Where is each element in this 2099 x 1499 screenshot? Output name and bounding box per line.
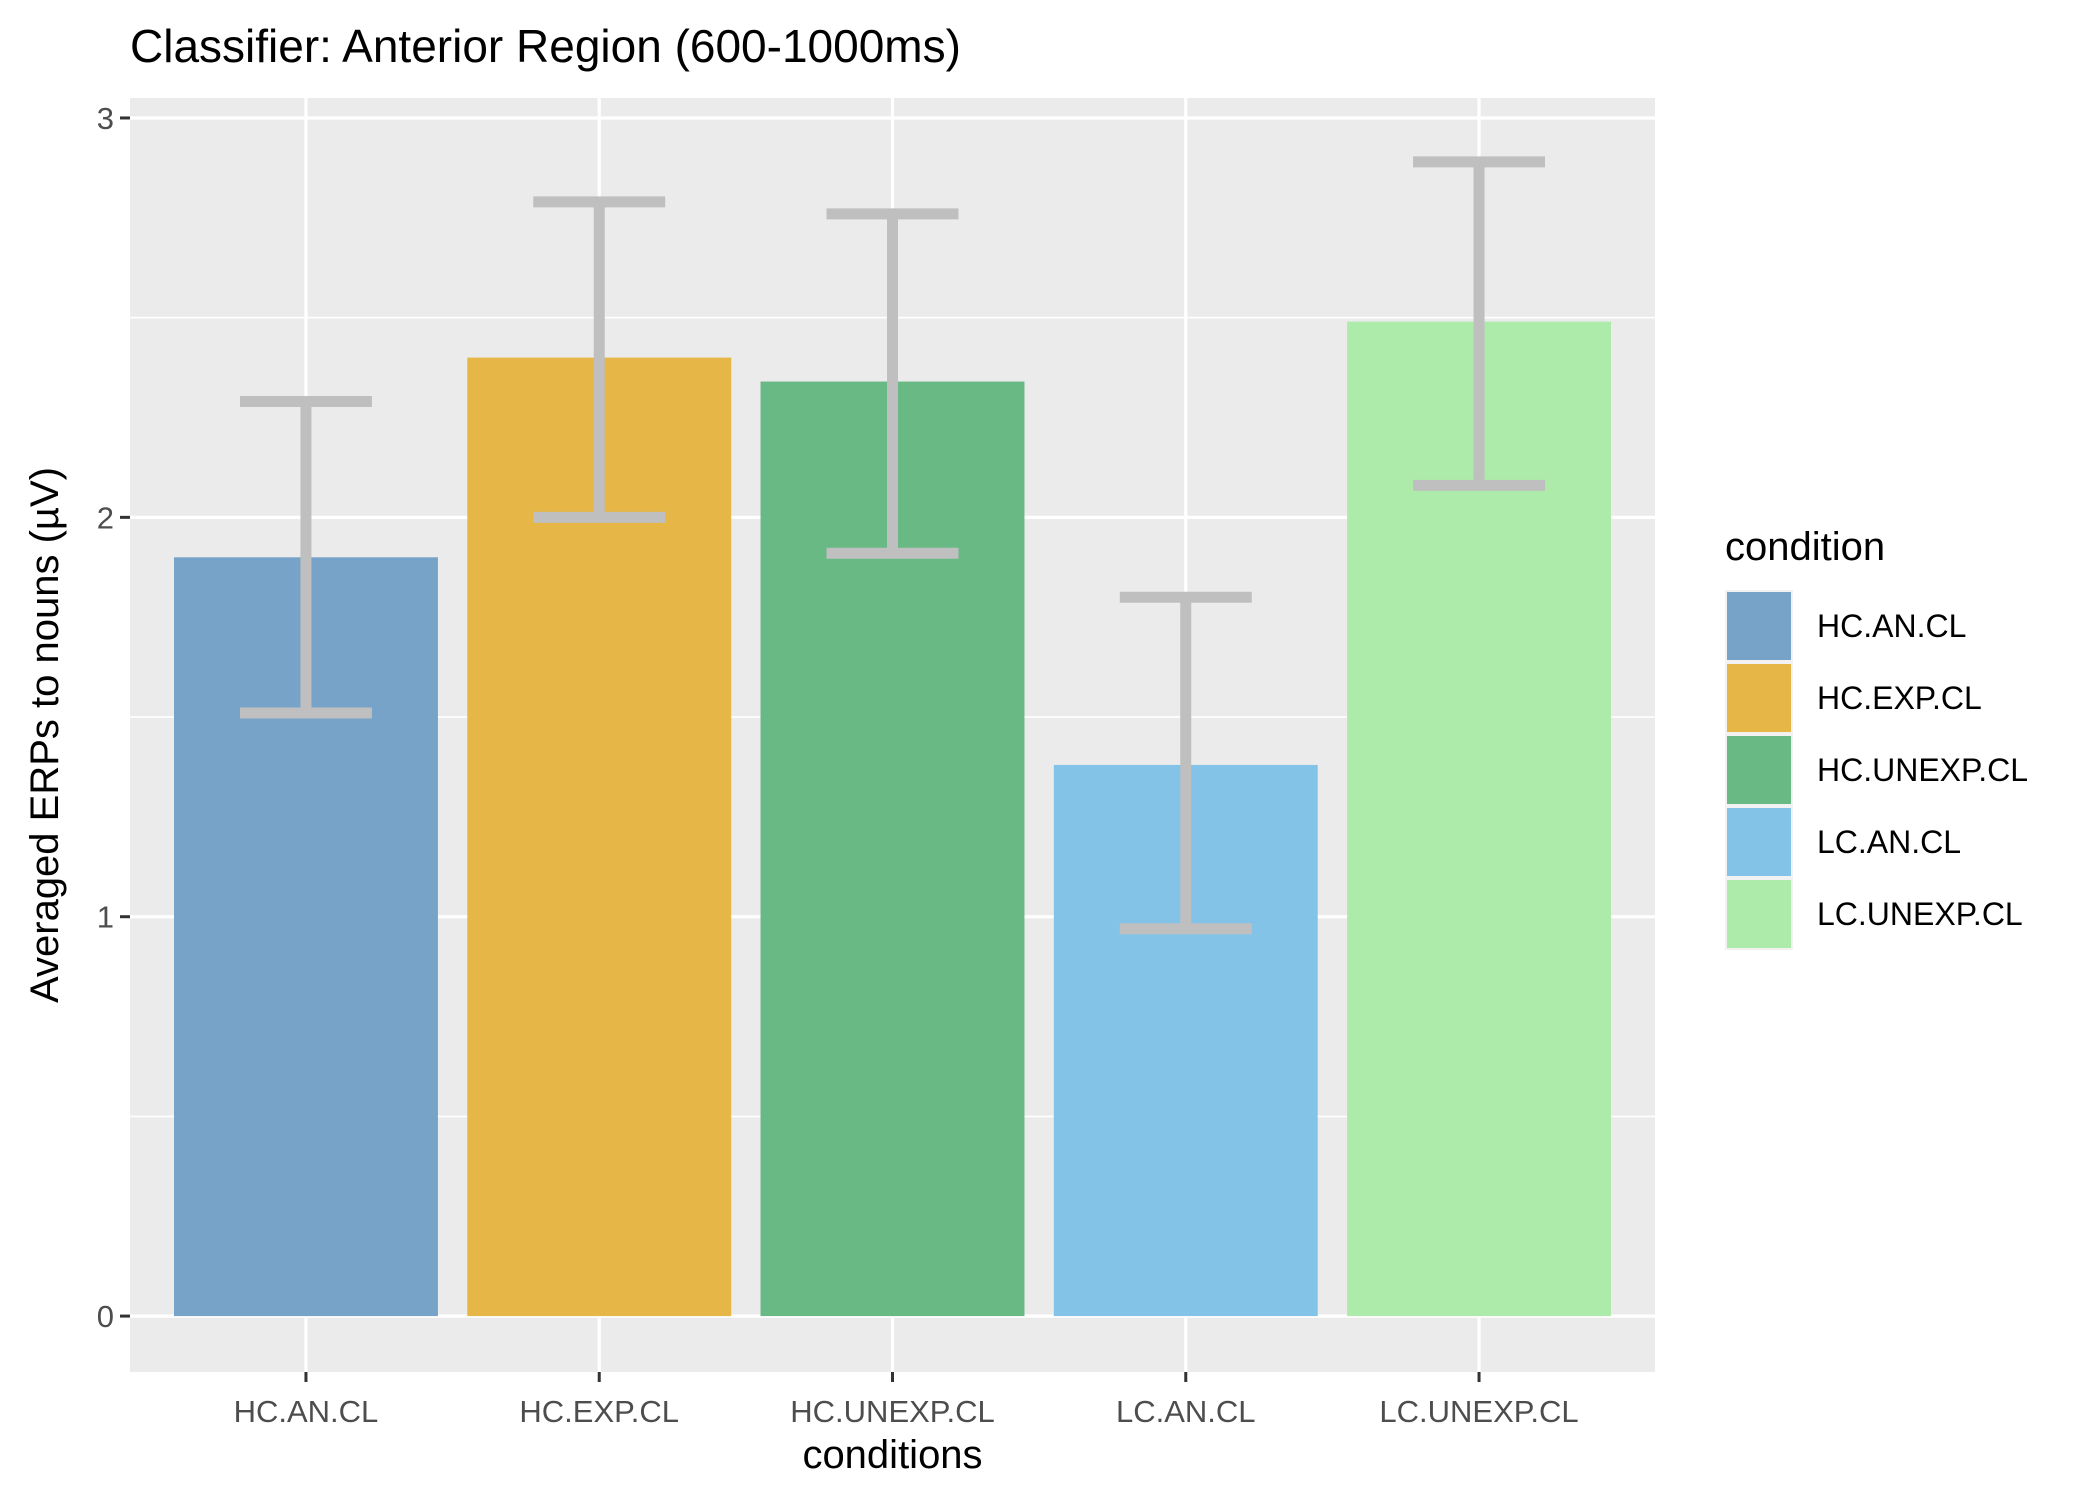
legend-label: LC.AN.CL bbox=[1817, 824, 1961, 860]
legend-swatch bbox=[1727, 664, 1791, 732]
legend-swatch bbox=[1727, 592, 1791, 660]
x-tick-label: HC.AN.CL bbox=[234, 1394, 379, 1429]
error-bars bbox=[239, 156, 1546, 935]
legend-item: HC.UNEXP.CL bbox=[1725, 734, 2028, 806]
legend-items: HC.AN.CL HC.EXP.CL HC.UNEXP.CL LC.AN.CL LC.U… bbox=[1725, 590, 2028, 950]
error-bar-lc-unexp-cl bbox=[1413, 156, 1546, 491]
legend-title: condition bbox=[1725, 525, 1885, 569]
x-axis: HC.AN.CL HC.EXP.CL HC.UNEXP.CL LC.AN.CL LC.U… bbox=[234, 1372, 1579, 1429]
x-tick-label: HC.UNEXP.CL bbox=[790, 1394, 994, 1429]
legend-swatch bbox=[1727, 808, 1791, 876]
y-tick-label: 2 bbox=[97, 500, 114, 535]
error-bar-lc-an-cl bbox=[1119, 591, 1252, 935]
legend-item: HC.EXP.CL bbox=[1725, 662, 1982, 734]
x-axis-title: conditions bbox=[802, 1433, 982, 1477]
legend-swatch bbox=[1727, 736, 1791, 804]
x-tick-label: LC.AN.CL bbox=[1116, 1394, 1256, 1429]
legend-label: HC.EXP.CL bbox=[1817, 680, 1982, 716]
legend-label: HC.AN.CL bbox=[1817, 608, 1966, 644]
y-tick-label: 0 bbox=[97, 1299, 114, 1334]
x-tick-label: LC.UNEXP.CL bbox=[1379, 1394, 1578, 1429]
legend-swatch bbox=[1727, 880, 1791, 948]
y-tick-label: 3 bbox=[97, 101, 114, 136]
chart-title: Classifier: Anterior Region (600-1000ms) bbox=[130, 20, 961, 72]
x-tick-label: HC.EXP.CL bbox=[519, 1394, 679, 1429]
bars bbox=[173, 321, 1612, 1317]
legend: condition HC.AN.CL HC.EXP.CL HC.UNEXP.CL LC… bbox=[1725, 525, 2028, 950]
legend-label: LC.UNEXP.CL bbox=[1817, 896, 2023, 932]
y-tick-label: 1 bbox=[97, 900, 114, 935]
y-axis-title: Averaged ERPs to nouns (µV) bbox=[23, 467, 67, 1003]
error-bar-hc-exp-cl bbox=[533, 196, 666, 523]
legend-item: LC.UNEXP.CL bbox=[1725, 878, 2023, 950]
error-bar-hc-unexp-cl bbox=[826, 208, 959, 559]
error-bar-hc-an-cl bbox=[239, 396, 372, 719]
legend-item: LC.AN.CL bbox=[1725, 806, 1961, 878]
y-axis: 0 1 2 3 bbox=[97, 101, 130, 1334]
legend-item: HC.AN.CL bbox=[1725, 590, 1966, 662]
legend-label: HC.UNEXP.CL bbox=[1817, 752, 2028, 788]
